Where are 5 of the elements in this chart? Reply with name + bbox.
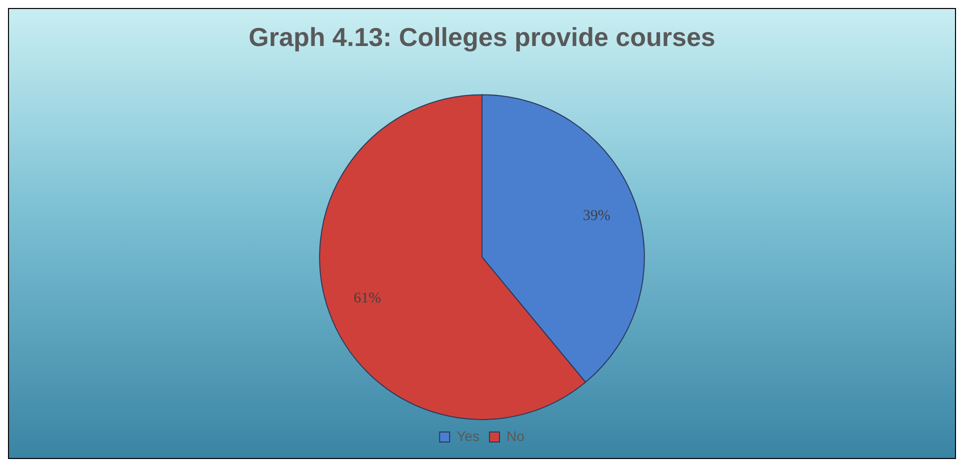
data-label: 61% <box>354 290 382 306</box>
legend-label: Yes <box>456 428 480 444</box>
chart-title: Graph 4.13: Colleges provide courses <box>248 22 716 52</box>
data-label: 39% <box>582 208 610 224</box>
legend-label: No <box>506 428 525 444</box>
